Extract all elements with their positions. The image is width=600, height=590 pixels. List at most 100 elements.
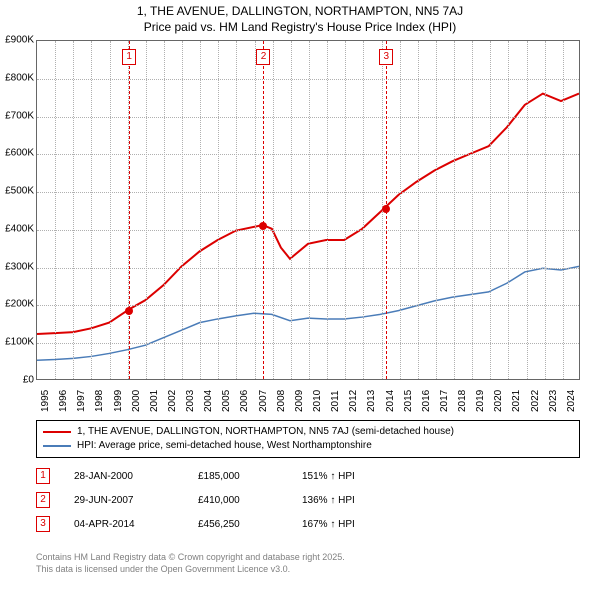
x-tick-label: 2016 (421, 390, 432, 412)
x-tick-label: 2024 (566, 390, 577, 412)
y-tick-label: £800K (0, 72, 34, 83)
legend: 1, THE AVENUE, DALLINGTON, NORTHAMPTON, … (36, 420, 580, 458)
x-tick-label: 1995 (40, 390, 51, 412)
x-tick-label: 2009 (294, 390, 305, 412)
gridline-v (454, 41, 455, 379)
x-tick-label: 2004 (203, 390, 214, 412)
gridline-v (327, 41, 328, 379)
event-point (125, 307, 133, 315)
x-tick-label: 2020 (493, 390, 504, 412)
event-date: 04-APR-2014 (74, 519, 174, 530)
gridline-v (55, 41, 56, 379)
x-tick-label: 2018 (457, 390, 468, 412)
y-tick-label: £300K (0, 261, 34, 272)
gridline-v (418, 41, 419, 379)
x-tick-label: 2007 (258, 390, 269, 412)
gridline-v (91, 41, 92, 379)
gridline-v (291, 41, 292, 379)
chart-title-line1: 1, THE AVENUE, DALLINGTON, NORTHAMPTON, … (0, 4, 600, 20)
gridline-h (37, 154, 579, 155)
gridline-v (436, 41, 437, 379)
event-point (259, 222, 267, 230)
gridline-h (37, 117, 579, 118)
gridline-v (146, 41, 147, 379)
gridline-v (363, 41, 364, 379)
y-tick-label: £0 (0, 375, 34, 386)
x-tick-label: 1999 (113, 390, 124, 412)
x-tick-label: 2022 (530, 390, 541, 412)
x-tick-label: 2003 (185, 390, 196, 412)
legend-swatch-property (43, 431, 71, 433)
gridline-h (37, 192, 579, 193)
event-point (382, 205, 390, 213)
gridline-v (164, 41, 165, 379)
y-tick-label: £600K (0, 148, 34, 159)
x-tick-label: 2014 (385, 390, 396, 412)
chart-title-block: 1, THE AVENUE, DALLINGTON, NORTHAMPTON, … (0, 0, 600, 35)
series-line-hpi (37, 266, 579, 360)
gridline-h (37, 268, 579, 269)
event-table: 128-JAN-2000£185,000151% ↑ HPI229-JUN-20… (36, 464, 580, 536)
event-date: 28-JAN-2000 (74, 471, 174, 482)
x-tick-label: 2019 (475, 390, 486, 412)
x-tick-label: 2006 (239, 390, 250, 412)
legend-row-hpi: HPI: Average price, semi-detached house,… (43, 439, 573, 453)
y-tick-label: £500K (0, 186, 34, 197)
gridline-h (37, 79, 579, 80)
x-tick-label: 2005 (221, 390, 232, 412)
event-marker: 3 (379, 49, 393, 65)
footer-line2: This data is licensed under the Open Gov… (36, 564, 345, 576)
y-tick-label: £200K (0, 299, 34, 310)
gridline-v (490, 41, 491, 379)
x-tick-label: 2021 (511, 390, 522, 412)
gridline-v (200, 41, 201, 379)
price-chart: 1, THE AVENUE, DALLINGTON, NORTHAMPTON, … (0, 0, 600, 590)
event-price: £185,000 (198, 471, 278, 482)
event-marker: 2 (256, 49, 270, 65)
event-pct: 151% ↑ HPI (302, 471, 412, 482)
plot-area: 1 2 3 (36, 40, 580, 380)
event-pct: 136% ↑ HPI (302, 495, 412, 506)
gridline-v (545, 41, 546, 379)
x-tick-label: 2012 (348, 390, 359, 412)
x-tick-label: 2000 (131, 390, 142, 412)
event-row: 229-JUN-2007£410,000136% ↑ HPI (36, 488, 580, 512)
gridline-v (508, 41, 509, 379)
x-tick-label: 2013 (366, 390, 377, 412)
gridline-h (37, 343, 579, 344)
x-tick-label: 2008 (276, 390, 287, 412)
x-tick-label: 2002 (167, 390, 178, 412)
gridline-v (218, 41, 219, 379)
event-pct: 167% ↑ HPI (302, 519, 412, 530)
gridline-h (37, 230, 579, 231)
gridline-v (110, 41, 111, 379)
event-row: 3 04-APR-2014 £456,250 167% ↑ HPI (36, 512, 580, 536)
y-tick-label: £900K (0, 35, 34, 46)
series-svg (37, 41, 579, 379)
gridline-v (309, 41, 310, 379)
legend-swatch-hpi (43, 445, 71, 447)
legend-row-property: 1, THE AVENUE, DALLINGTON, NORTHAMPTON, … (43, 425, 573, 439)
gridline-v (182, 41, 183, 379)
gridline-v (255, 41, 256, 379)
legend-label-property: 1, THE AVENUE, DALLINGTON, NORTHAMPTON, … (77, 425, 454, 439)
x-tick-label: 2011 (330, 390, 341, 412)
x-tick-label: 2017 (439, 390, 450, 412)
event-price: £456,250 (198, 519, 278, 530)
x-tick-label: 2015 (403, 390, 414, 412)
gridline-v (236, 41, 237, 379)
footer: Contains HM Land Registry data © Crown c… (36, 552, 345, 575)
gridline-v (400, 41, 401, 379)
gridline-h (37, 305, 579, 306)
gridline-v (472, 41, 473, 379)
chart-title-line2: Price paid vs. HM Land Registry's House … (0, 20, 600, 36)
event-price: £410,000 (198, 495, 278, 506)
event-marker-cell: 3 (36, 516, 50, 532)
event-marker-cell: 2 (36, 492, 50, 508)
event-marker-cell: 1 (36, 468, 50, 484)
y-tick-label: £700K (0, 110, 34, 121)
event-marker: 1 (122, 49, 136, 65)
gridline-v (527, 41, 528, 379)
gridline-v (345, 41, 346, 379)
event-row: 1 28-JAN-2000 £185,000 151% ↑ HPI (36, 464, 580, 488)
